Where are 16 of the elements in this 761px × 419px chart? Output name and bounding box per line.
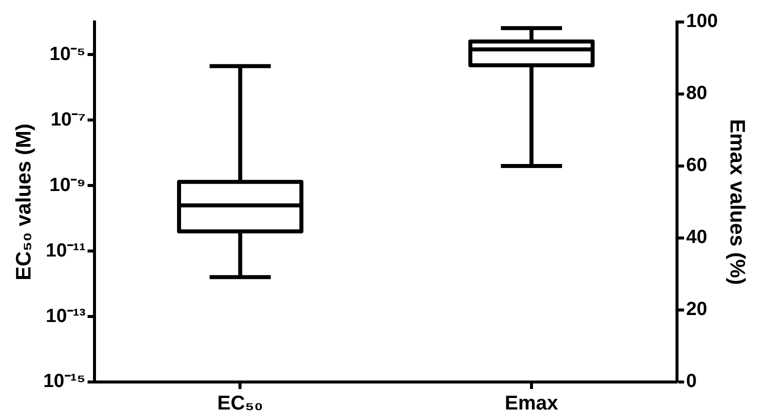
y-tick-label: 10⁻⁷	[50, 109, 86, 130]
y-tick-label: 10⁻¹³	[46, 306, 86, 327]
y2-axis-title: Emax values (%)	[726, 119, 749, 285]
y2-tick-label: 20	[686, 299, 708, 320]
y2-tick-label: 60	[686, 155, 708, 176]
y2-tick-label: 0	[686, 371, 697, 392]
y-tick-label: 10⁻⁵	[50, 44, 86, 65]
y-axis-title: EC₅₀ values (M)	[12, 124, 36, 280]
y2-tick-label: 100	[686, 11, 718, 32]
y-tick-label: 10⁻¹⁵	[43, 371, 86, 392]
y2-tick-label: 80	[686, 83, 708, 104]
x-tick-label: EC₅₀	[217, 392, 264, 415]
y-tick-label: 10⁻¹¹	[46, 240, 86, 262]
y2-tick-label: 40	[686, 227, 708, 248]
x-tick-label: Emax	[504, 392, 558, 415]
y-tick-label: 10⁻⁹	[49, 174, 86, 196]
